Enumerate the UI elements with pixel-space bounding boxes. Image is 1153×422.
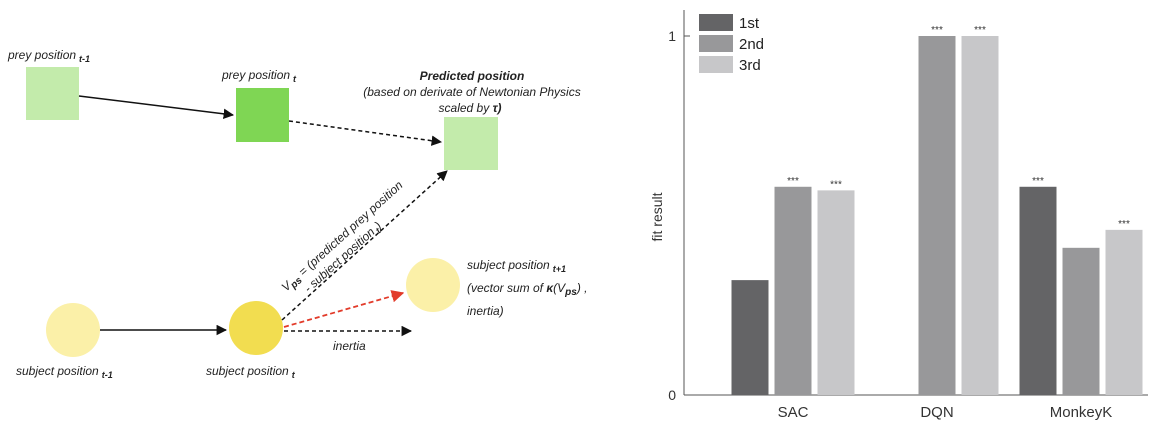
subject-next-desc: (vector sum of κ(Vps) , <box>467 281 588 298</box>
predicted-desc-line2: scaled by τ) <box>439 101 502 115</box>
significance-mark: *** <box>974 25 986 36</box>
subject-next-desc-line3: inertia) <box>467 304 504 318</box>
subject-next-label: subject position t+1 <box>467 258 566 274</box>
significance-mark: *** <box>931 25 943 36</box>
legend-swatch <box>699 56 733 73</box>
category-labels: SAC DQN MonkeyK <box>778 404 1113 421</box>
svg-text:Vps = (predicted prey position: Vps = (predicted prey position <box>279 178 408 297</box>
significance-mark: *** <box>830 179 842 190</box>
bar-dqn-2nd <box>918 36 956 395</box>
fit-result-chart: fit result 0 1 *** *** *** *** *** *** SAC DQN M… <box>649 10 1148 421</box>
predicted-desc-line1: (based on derivate of Newtonian Physics <box>363 85 580 99</box>
chart-bars <box>731 36 1143 395</box>
subject-curr-circle <box>229 301 283 355</box>
bar-sac-3rd <box>817 190 855 395</box>
legend-swatch <box>699 14 733 31</box>
prediction-arrow <box>288 120 443 146</box>
y-tick-label: 1 <box>668 28 676 44</box>
prey-curr-label: prey position t <box>221 68 297 84</box>
subject-next-circle <box>406 258 460 312</box>
subject-prev-label: subject position t-1 <box>16 364 113 380</box>
prey-prev-label: prey position t-1 <box>7 48 90 64</box>
bar-sac-2nd <box>774 186 812 395</box>
predicted-title: Predicted position <box>420 69 525 83</box>
category-label: MonkeyK <box>1050 404 1113 421</box>
y-axis-label: fit result <box>649 192 665 241</box>
vps-arrow <box>281 170 448 321</box>
legend-label: 1st <box>739 15 760 32</box>
legend-swatch <box>699 35 733 52</box>
significance-mark: *** <box>1118 219 1130 230</box>
significance-mark: *** <box>1032 176 1044 187</box>
vps-label: Vps = (predicted prey position - subject… <box>279 178 408 297</box>
prey-move-arrow <box>78 95 235 120</box>
subject-prev-circle <box>46 303 100 357</box>
category-label: SAC <box>778 404 809 421</box>
legend-label: 2nd <box>739 36 764 53</box>
subject-curr-label: subject position t <box>206 364 296 380</box>
category-label: DQN <box>920 404 953 421</box>
bar-monkeyk-1st <box>1019 186 1057 395</box>
significance-mark: *** <box>787 176 799 187</box>
chart-legend: 1st 2nd 3rd <box>699 14 764 74</box>
inertia-label: inertia <box>333 339 366 353</box>
prey-prev-square <box>26 67 79 120</box>
bar-monkeyk-3rd <box>1105 229 1143 395</box>
prediction-diagram: prey position t-1 prey position t Predicte… <box>7 48 588 380</box>
predicted-square <box>444 117 498 170</box>
legend-label: 3rd <box>739 57 761 74</box>
y-tick-label: 0 <box>668 387 676 403</box>
bar-sac-1st <box>731 280 769 395</box>
next-position-arrow <box>283 290 405 328</box>
prey-curr-square <box>236 88 289 142</box>
bar-dqn-3rd <box>961 36 999 395</box>
bar-monkeyk-2nd <box>1062 247 1100 395</box>
significance-marks: *** *** *** *** *** *** <box>787 25 1130 230</box>
